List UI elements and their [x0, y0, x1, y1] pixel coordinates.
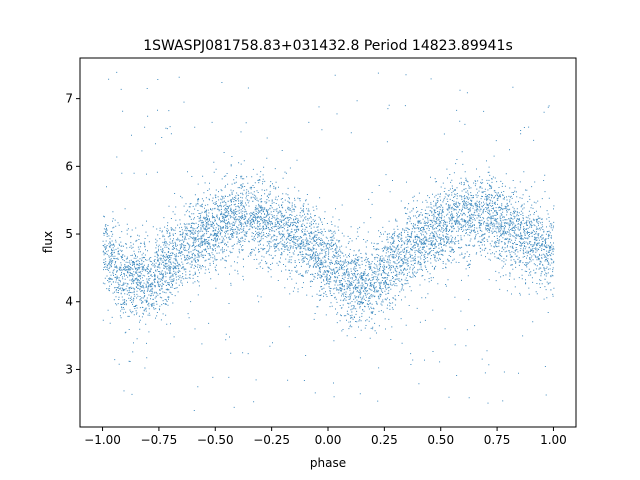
x-tick-label: −0.50	[197, 433, 234, 447]
x-tick-label: 0.00	[315, 433, 342, 447]
x-tick-label: 0.25	[371, 433, 398, 447]
y-tick-label: 4	[65, 295, 73, 309]
y-tick-label: 6	[65, 159, 73, 173]
x-axis-ticks: −1.00 −0.75 −0.50 −0.25 0.00 0.25 0.50 0.75 1.00	[84, 427, 567, 447]
x-tick-label: −0.75	[141, 433, 178, 447]
x-tick-label: −1.00	[84, 433, 121, 447]
x-tick-label: 0.75	[484, 433, 511, 447]
x-tick-label: −0.25	[253, 433, 290, 447]
y-tick-label: 7	[65, 92, 73, 106]
chart-title: 1SWASPJ081758.83+031432.8 Period 14823.8…	[143, 38, 513, 54]
y-axis-label: flux	[41, 231, 55, 253]
x-tick-label: 1.00	[540, 433, 567, 447]
y-axis-ticks: 3 4 5 6 7	[65, 92, 80, 376]
x-axis-label: phase	[310, 456, 346, 470]
y-tick-label: 3	[65, 362, 73, 376]
y-tick-label: 5	[65, 227, 73, 241]
x-tick-label: 0.50	[427, 433, 454, 447]
